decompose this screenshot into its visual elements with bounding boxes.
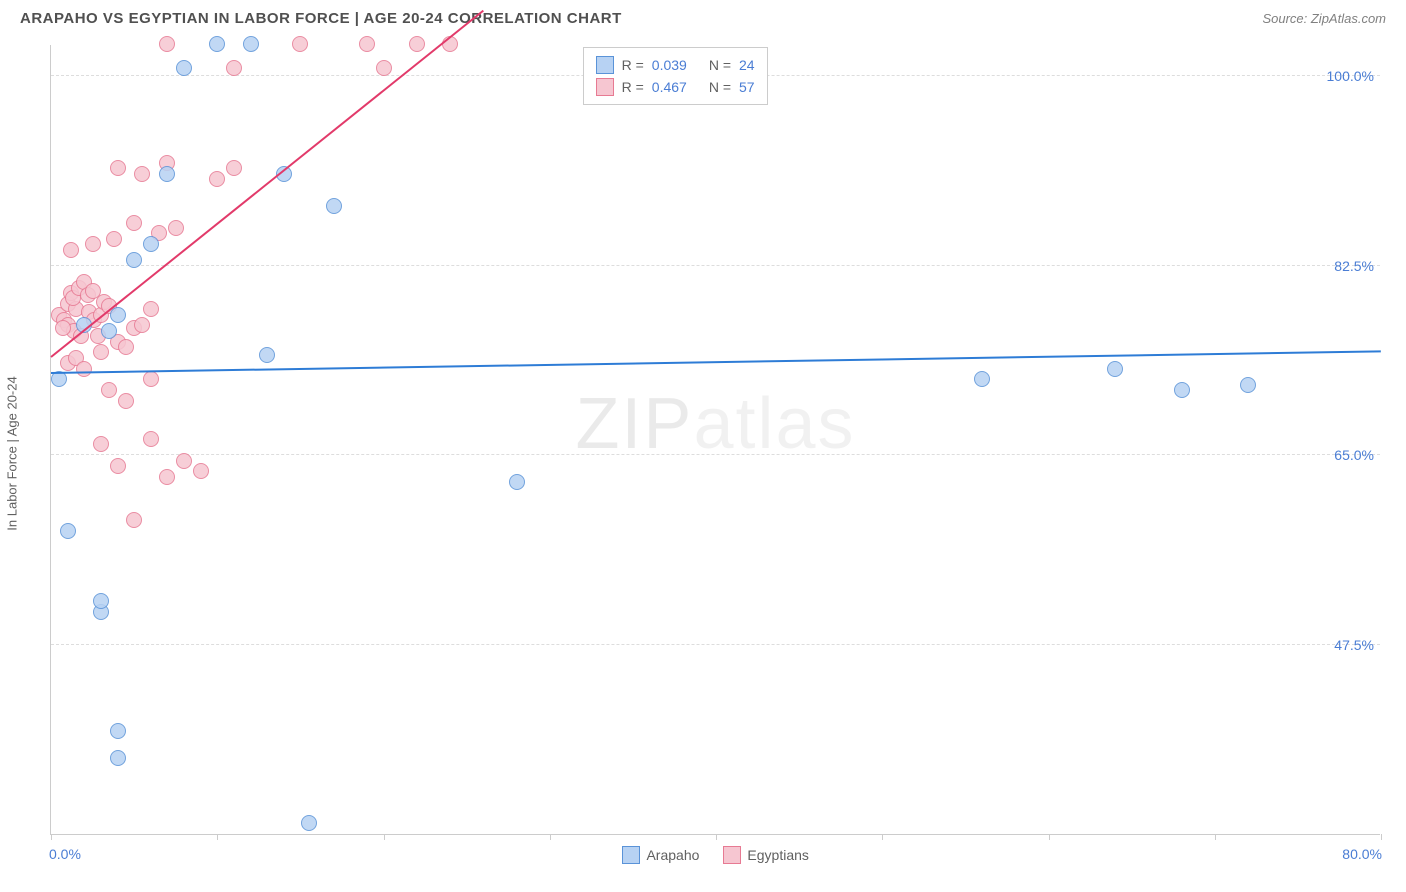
y-axis-label: In Labor Force | Age 20-24 — [5, 376, 20, 530]
scatter-point-arapaho — [110, 750, 126, 766]
trend-line-arapaho — [51, 350, 1381, 374]
scatter-point-arapaho — [101, 323, 117, 339]
trend-line-egyptians — [50, 10, 483, 358]
x-axis-start-label: 0.0% — [49, 846, 81, 862]
scatter-point-egyptians — [85, 236, 101, 252]
scatter-point-egyptians — [143, 371, 159, 387]
scatter-point-egyptians — [93, 436, 109, 452]
scatter-point-arapaho — [243, 36, 259, 52]
gridline — [51, 265, 1380, 266]
scatter-point-egyptians — [55, 320, 71, 336]
scatter-point-egyptians — [159, 36, 175, 52]
scatter-point-egyptians — [134, 166, 150, 182]
chart-header: ARAPAHO VS EGYPTIAN IN LABOR FORCE | AGE… — [0, 0, 1406, 35]
gridline — [51, 454, 1380, 455]
scatter-point-egyptians — [409, 36, 425, 52]
scatter-point-egyptians — [118, 393, 134, 409]
scatter-point-egyptians — [76, 361, 92, 377]
scatter-point-arapaho — [110, 723, 126, 739]
legend-r-value: 0.039 — [652, 57, 687, 73]
scatter-point-egyptians — [292, 36, 308, 52]
x-tick — [51, 834, 52, 840]
scatter-point-arapaho — [326, 198, 342, 214]
stats-legend: R = 0.039 N = 24 R = 0.467 N = 57 — [583, 47, 768, 105]
legend-swatch — [596, 78, 614, 96]
x-tick — [1049, 834, 1050, 840]
scatter-point-arapaho — [209, 36, 225, 52]
x-tick — [716, 834, 717, 840]
legend-swatch — [723, 846, 741, 864]
scatter-point-arapaho — [1174, 382, 1190, 398]
legend-swatch — [596, 56, 614, 74]
scatter-point-arapaho — [509, 474, 525, 490]
scatter-point-arapaho — [143, 236, 159, 252]
gridline — [51, 644, 1380, 645]
scatter-point-egyptians — [376, 60, 392, 76]
x-tick — [882, 834, 883, 840]
scatter-point-arapaho — [93, 593, 109, 609]
stats-legend-row: R = 0.039 N = 24 — [596, 54, 755, 76]
legend-n-value: 57 — [739, 79, 755, 95]
scatter-point-egyptians — [159, 469, 175, 485]
legend-n-label: N = — [709, 79, 731, 95]
x-tick — [384, 834, 385, 840]
series-legend-item: Arapaho — [622, 846, 699, 864]
chart-title: ARAPAHO VS EGYPTIAN IN LABOR FORCE | AGE… — [20, 10, 622, 27]
legend-swatch — [622, 846, 640, 864]
scatter-point-arapaho — [259, 347, 275, 363]
series-legend-label: Arapaho — [646, 847, 699, 863]
legend-r-value: 0.467 — [652, 79, 687, 95]
scatter-chart: ZIPatlas 47.5%65.0%82.5%100.0%0.0%80.0%R… — [50, 45, 1380, 835]
x-tick — [1381, 834, 1382, 840]
x-tick — [550, 834, 551, 840]
scatter-point-egyptians — [359, 36, 375, 52]
stats-legend-row: R = 0.467 N = 57 — [596, 76, 755, 98]
scatter-point-egyptians — [110, 458, 126, 474]
scatter-point-egyptians — [134, 317, 150, 333]
scatter-point-arapaho — [301, 815, 317, 831]
scatter-point-arapaho — [1240, 377, 1256, 393]
scatter-point-egyptians — [126, 512, 142, 528]
scatter-point-egyptians — [193, 463, 209, 479]
series-legend: Arapaho Egyptians — [622, 846, 808, 864]
scatter-point-arapaho — [974, 371, 990, 387]
y-tick-label: 82.5% — [1334, 258, 1374, 274]
scatter-point-egyptians — [126, 215, 142, 231]
scatter-point-egyptians — [143, 431, 159, 447]
scatter-point-arapaho — [159, 166, 175, 182]
legend-r-label: R = — [622, 79, 644, 95]
scatter-point-egyptians — [143, 301, 159, 317]
scatter-point-egyptians — [106, 231, 122, 247]
y-tick-label: 100.0% — [1327, 68, 1374, 84]
scatter-point-arapaho — [176, 60, 192, 76]
x-axis-end-label: 80.0% — [1342, 846, 1382, 862]
watermark: ZIPatlas — [575, 383, 855, 465]
scatter-point-arapaho — [60, 523, 76, 539]
scatter-point-egyptians — [226, 60, 242, 76]
scatter-point-egyptians — [176, 453, 192, 469]
legend-r-label: R = — [622, 57, 644, 73]
y-tick-label: 47.5% — [1334, 637, 1374, 653]
y-tick-label: 65.0% — [1334, 447, 1374, 463]
scatter-point-egyptians — [63, 242, 79, 258]
scatter-point-arapaho — [126, 252, 142, 268]
legend-n-value: 24 — [739, 57, 755, 73]
series-legend-label: Egyptians — [747, 847, 808, 863]
scatter-point-egyptians — [93, 344, 109, 360]
series-legend-item: Egyptians — [723, 846, 808, 864]
legend-n-label: N = — [709, 57, 731, 73]
scatter-point-egyptians — [101, 382, 117, 398]
scatter-point-egyptians — [118, 339, 134, 355]
scatter-point-arapaho — [1107, 361, 1123, 377]
scatter-point-egyptians — [110, 160, 126, 176]
scatter-point-egyptians — [209, 171, 225, 187]
chart-source: Source: ZipAtlas.com — [1262, 11, 1386, 26]
scatter-point-egyptians — [168, 220, 184, 236]
x-tick — [1215, 834, 1216, 840]
scatter-point-egyptians — [226, 160, 242, 176]
x-tick — [217, 834, 218, 840]
